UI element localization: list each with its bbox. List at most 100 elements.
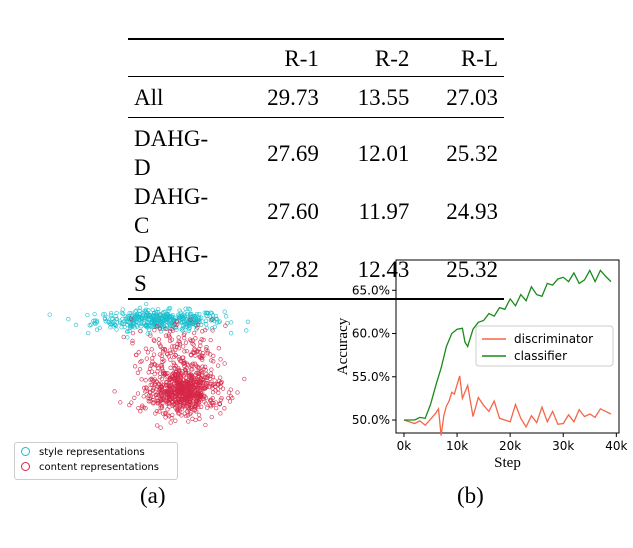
scatter-point <box>203 422 208 428</box>
scatter-point <box>166 401 171 406</box>
scatter-point <box>200 364 205 369</box>
scatter-point <box>215 363 221 368</box>
scatter-point <box>180 315 186 320</box>
cell-dahg-c-rl: 24.93 <box>446 198 498 224</box>
scatter-point <box>153 392 158 397</box>
scatter-point <box>130 324 135 329</box>
scatter-point <box>146 399 151 404</box>
scatter-point <box>212 378 217 383</box>
scatter-point <box>154 386 159 392</box>
scatter-panel: style representations content representa… <box>10 252 310 482</box>
scatter-point <box>211 353 216 359</box>
y-tick-label: 60.0% <box>352 327 390 341</box>
scatter-point <box>141 385 147 391</box>
scatter-point <box>189 367 194 372</box>
scatter-point <box>181 344 186 349</box>
scatter-point <box>194 398 199 404</box>
scatter-point <box>190 395 195 401</box>
scatter-point <box>140 403 145 408</box>
scatter-point <box>138 359 143 365</box>
scatter-point <box>143 378 148 383</box>
scatter-point <box>179 400 184 405</box>
scatter-point <box>129 321 134 327</box>
scatter-point <box>119 325 124 330</box>
scatter-point <box>176 335 181 340</box>
scatter-point <box>219 395 224 401</box>
scatter-point <box>148 333 153 338</box>
scatter-point <box>187 307 193 312</box>
scatter-point <box>137 314 142 319</box>
scatter-point <box>143 346 149 351</box>
scatter-point <box>180 404 186 409</box>
scatter-point <box>189 389 194 395</box>
x-tick-label: 30k <box>552 439 574 453</box>
scatter-point <box>175 322 180 327</box>
cell-dahg-s-r2: 12.43 <box>318 240 410 300</box>
scatter-point <box>229 320 234 325</box>
scatter-point <box>230 395 235 401</box>
scatter-point <box>154 398 160 403</box>
scatter-point <box>149 376 154 381</box>
accuracy-legend: discriminator classifier <box>475 325 614 367</box>
scatter-point <box>196 412 202 418</box>
scatter-point <box>192 408 197 413</box>
series-line-discriminator <box>403 375 612 436</box>
scatter-point <box>156 382 162 387</box>
scatter-point <box>182 411 187 416</box>
scatter-point <box>197 416 202 421</box>
scatter-point <box>201 337 206 343</box>
scatter-point <box>165 371 170 376</box>
results-table: R-1 R-2 R-L All 29.73 13.55 27.03 DAHG-D… <box>128 38 504 300</box>
scatter-point <box>229 331 234 336</box>
scatter-point <box>208 373 213 379</box>
scatter-point <box>172 372 178 377</box>
scatter-point <box>175 392 180 397</box>
scatter-point <box>168 394 174 400</box>
legend-marker-style <box>21 446 30 456</box>
scatter-point <box>150 382 155 387</box>
scatter-point <box>175 376 180 381</box>
scatter-point <box>173 401 179 407</box>
scatter-point <box>173 352 178 358</box>
scatter-point <box>94 327 100 332</box>
accuracy-line-chart: 0k 10k 20k 30k 40k 50.0% 55.0% 60.0% 65.0% Step Ac… <box>335 259 628 471</box>
scatter-point <box>149 362 154 367</box>
scatter-point <box>173 418 178 423</box>
scatter-point <box>176 314 182 319</box>
row-label-all: All <box>128 76 209 118</box>
scatter-point <box>196 380 202 385</box>
scatter-point <box>210 317 215 322</box>
scatter-point <box>102 311 107 317</box>
scatter-point <box>117 320 123 326</box>
scatter-point <box>165 384 170 390</box>
scatter-point <box>169 415 174 421</box>
scatter-point <box>216 346 221 351</box>
scatter-point <box>125 319 131 325</box>
scatter-point <box>199 315 204 320</box>
scatter-point <box>149 347 154 352</box>
scatter-point <box>191 386 197 391</box>
scatter-point <box>183 395 188 401</box>
scatter-point <box>136 350 141 355</box>
scatter-point <box>107 321 112 326</box>
column-header-r2: R-2 <box>318 38 410 77</box>
scatter-point <box>196 322 201 327</box>
cell-dahg-c-r2: 11.97 <box>358 198 410 224</box>
scatter-point <box>128 325 133 330</box>
caption-a: (a) <box>140 483 166 508</box>
scatter-point <box>185 388 190 394</box>
scatter-point <box>196 404 201 410</box>
scatter-point <box>160 411 166 416</box>
y-tick-label: 50.0% <box>352 413 390 427</box>
scatter-point <box>244 328 249 333</box>
scatter-point <box>235 390 240 395</box>
scatter-point <box>188 404 194 409</box>
scatter-legend: style representations content representa… <box>14 442 178 480</box>
scatter-point <box>138 409 143 414</box>
scatter-point <box>92 311 97 317</box>
scatter-point <box>160 359 165 364</box>
scatter-point <box>171 360 176 365</box>
scatter-point <box>182 316 187 321</box>
scatter-point <box>208 371 213 376</box>
scatter-point <box>159 376 165 382</box>
